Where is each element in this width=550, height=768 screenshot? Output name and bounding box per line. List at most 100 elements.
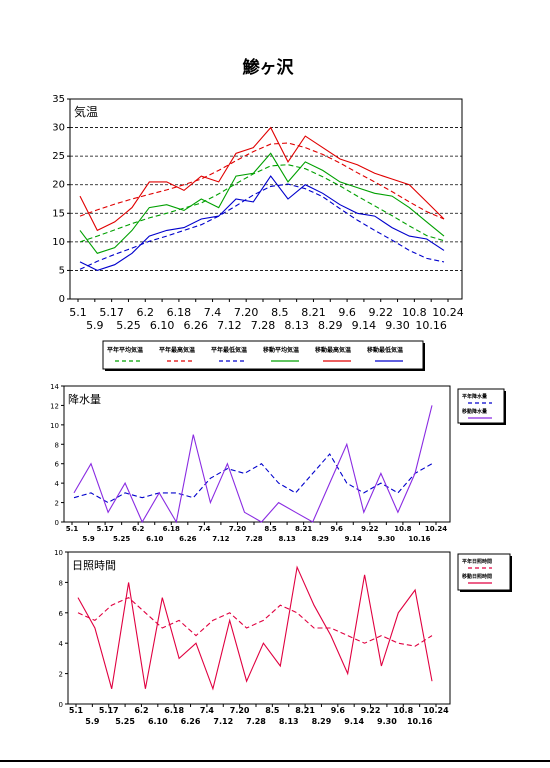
x-tick-label: 7.20	[230, 706, 250, 715]
x-tick-label: 8.13	[279, 717, 299, 726]
y-tick-label: 10	[54, 549, 63, 557]
x-tick-label: 5.9	[82, 535, 95, 543]
y-tick-label: 10	[50, 422, 59, 430]
legend-label: 移動最低気温	[367, 346, 403, 354]
x-tick-label: 6.10	[148, 717, 168, 726]
x-tick-label: 9.14	[352, 319, 377, 332]
x-tick-label: 8.21	[295, 706, 315, 715]
x-tick-label: 6.2	[132, 525, 145, 533]
x-tick-label: 7.4	[198, 525, 211, 533]
x-tick-label: 5.1	[69, 706, 84, 715]
y-tick-label: 0	[59, 701, 63, 709]
legend-label: 平年最高気温	[159, 346, 195, 354]
y-tick-label: 0	[55, 519, 59, 527]
y-tick-label: 10	[52, 237, 65, 248]
y-tick-label: 8	[55, 441, 59, 449]
plot-frame-1	[63, 385, 451, 523]
y-tick-label: 6	[59, 610, 64, 618]
x-tick-label: 8.29	[318, 319, 343, 332]
x-tick-label: 10.24	[423, 706, 449, 715]
x-tick-label: 5.17	[99, 706, 119, 715]
x-tick-label: 8.5	[264, 525, 277, 533]
y-tick-label: 5	[59, 265, 65, 276]
x-tick-label: 6.10	[150, 319, 175, 332]
x-tick-label: 8.5	[265, 706, 280, 715]
series-move_sun	[77, 565, 433, 691]
x-tick-label: 6.2	[134, 706, 148, 715]
x-tick-label: 8.21	[295, 525, 312, 533]
legend-label: 平年最低気温	[211, 346, 247, 354]
legend-label: 平年降水量	[462, 393, 487, 400]
legend-label: 移動平均気温	[263, 346, 299, 354]
x-tick-label: 7.28	[246, 717, 266, 726]
x-tick-label: 6.18	[167, 306, 192, 319]
series-norm_sun	[77, 596, 433, 647]
x-tick-label: 7.12	[212, 535, 229, 543]
legend-label: 移動降水量	[462, 408, 487, 415]
page-title: 鯵ヶ沢	[243, 57, 295, 78]
series-move_precip	[73, 405, 433, 524]
x-tick-label: 5.25	[115, 717, 135, 726]
x-tick-label: 9.14	[345, 535, 362, 543]
x-tick-label: 7.20	[229, 525, 246, 533]
plot-frame-0	[69, 98, 463, 300]
series-norm_precip	[73, 453, 433, 504]
bottom-rule	[0, 760, 550, 762]
x-tick-label: 8.29	[312, 535, 329, 543]
x-tick-label: 9.6	[331, 525, 344, 533]
y-tick-label: 14	[50, 383, 59, 391]
legend-box	[457, 553, 511, 591]
series-move_avg	[79, 152, 445, 254]
x-tick-label: 6.2	[137, 306, 155, 319]
x-tick-label: 7.4	[204, 306, 222, 319]
x-tick-label: 6.18	[164, 706, 184, 715]
panel-label: 気温	[74, 104, 98, 119]
x-tick-label: 8.5	[271, 306, 289, 319]
x-tick-label: 6.10	[146, 535, 163, 543]
x-tick-label: 9.30	[377, 717, 397, 726]
x-tick-label: 10.24	[432, 306, 464, 319]
x-tick-label: 10.16	[407, 717, 433, 726]
x-tick-label: 10.8	[393, 706, 413, 715]
y-tick-label: 12	[50, 402, 59, 410]
x-tick-label: 8.29	[312, 717, 332, 726]
x-tick-label: 10.8	[394, 525, 411, 533]
x-tick-label: 8.13	[278, 535, 295, 543]
y-tick-label: 0	[59, 294, 65, 305]
legend-label: 移動最高気温	[315, 346, 351, 354]
legend-box	[457, 388, 505, 424]
x-tick-label: 5.17	[96, 525, 113, 533]
x-tick-label: 6.18	[163, 525, 180, 533]
x-tick-label: 9.14	[344, 717, 364, 726]
y-tick-label: 2	[59, 671, 63, 679]
x-tick-label: 7.28	[245, 535, 262, 543]
x-tick-label: 5.1	[69, 306, 87, 319]
series-move_max	[79, 126, 445, 232]
x-tick-label: 10.16	[415, 319, 447, 332]
x-tick-label: 9.30	[378, 535, 395, 543]
legend-label: 移動日照時間	[462, 573, 492, 580]
series-norm_max	[79, 142, 445, 220]
series-move_min	[79, 175, 445, 271]
y-tick-label: 30	[52, 123, 65, 134]
y-tick-label: 2	[55, 500, 59, 508]
x-tick-label: 9.6	[331, 706, 346, 715]
y-tick-label: 8	[59, 579, 63, 587]
x-tick-label: 5.25	[116, 319, 141, 332]
legend-label: 平年平均気温	[107, 346, 143, 354]
y-tick-label: 4	[59, 640, 64, 648]
y-tick-label: 6	[55, 461, 60, 469]
series-norm_avg	[79, 164, 445, 243]
x-tick-label: 5.9	[86, 319, 104, 332]
x-tick-label: 5.9	[85, 717, 100, 726]
y-tick-label: 4	[55, 480, 60, 488]
x-tick-label: 10.8	[402, 306, 427, 319]
legend-label: 平年日照時間	[462, 558, 492, 565]
x-tick-label: 10.24	[425, 525, 447, 533]
y-tick-label: 25	[52, 151, 65, 162]
x-tick-label: 10.16	[408, 535, 430, 543]
x-tick-label: 6.26	[183, 319, 208, 332]
x-tick-label: 7.20	[234, 306, 259, 319]
x-tick-label: 7.28	[251, 319, 276, 332]
